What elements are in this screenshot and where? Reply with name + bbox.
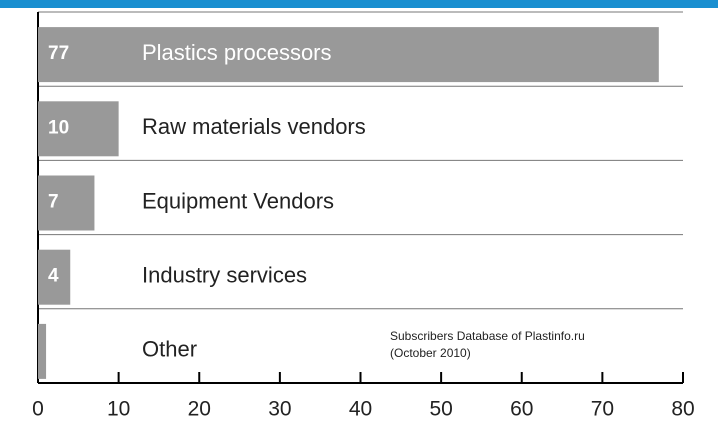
- x-tick-label: 30: [268, 398, 291, 421]
- category-label: Equipment Vendors: [142, 188, 334, 213]
- value-label: 4: [48, 266, 59, 287]
- x-tick-label: 40: [349, 398, 372, 421]
- x-tick-label: 0: [32, 398, 44, 421]
- bar: [38, 27, 659, 83]
- x-tick-label: 10: [107, 398, 130, 421]
- x-tick-label: 80: [671, 398, 694, 421]
- category-label: Other: [142, 337, 197, 362]
- x-tick-label: 20: [188, 398, 211, 421]
- x-tick-label: 50: [429, 398, 452, 421]
- annotation: Subscribers Database of Plastinfo.ru: [390, 329, 585, 343]
- category-label: Raw materials vendors: [142, 114, 366, 139]
- category-label: Plastics processors: [142, 40, 332, 65]
- bar: [38, 323, 47, 379]
- top-band: [0, 0, 718, 8]
- annotation: (October 2010): [390, 346, 471, 360]
- category-label: Industry services: [142, 263, 307, 288]
- value-label: 7: [48, 192, 59, 213]
- x-tick-label: 70: [591, 398, 614, 421]
- bar: [38, 249, 71, 305]
- value-label: 10: [48, 117, 69, 138]
- value-label: 77: [48, 43, 69, 64]
- bar: [38, 175, 95, 231]
- bar: [38, 101, 119, 157]
- x-tick-label: 60: [510, 398, 533, 421]
